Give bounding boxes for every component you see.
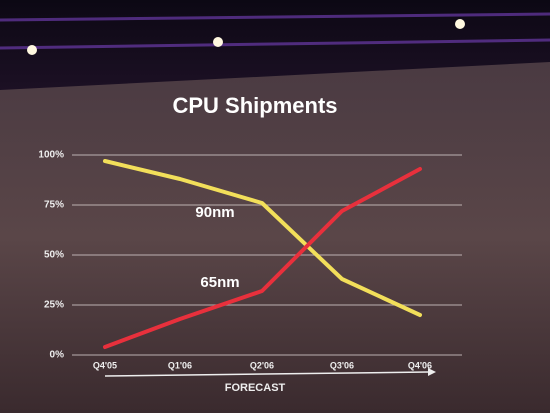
- y-tick-label: 25%: [44, 300, 64, 311]
- x-tick-label: Q1'06: [168, 360, 192, 370]
- x-tick-label: Q3'06: [330, 360, 354, 370]
- slide: [0, 62, 550, 413]
- forecast-arrowhead: [428, 368, 436, 376]
- truss: [0, 12, 550, 50]
- forecast-arrow: [104, 371, 429, 377]
- x-tick-label: Q4'06: [408, 360, 432, 370]
- y-tick-label: 100%: [38, 150, 64, 161]
- chart-title: CPU Shipments: [172, 93, 337, 118]
- plot: 0% 25% 50% 75% 100% Q4'05 Q1'06 Q2'06 Q3'06 Q4'06…: [38, 150, 462, 370]
- series-label: 90nm: [195, 204, 234, 221]
- y-tick-label: 75%: [44, 200, 64, 211]
- y-tick-label: 50%: [44, 250, 64, 261]
- stage-lights: [27, 19, 465, 55]
- series-line: [103, 159, 422, 317]
- y-tick-label: 0%: [50, 350, 65, 361]
- series-line: [103, 167, 422, 349]
- x-tick-label: Q4'05: [93, 360, 117, 370]
- series-label: 65nm: [200, 274, 239, 291]
- x-tick-label: Q2'06: [250, 360, 274, 370]
- annotation: FORECAST: [225, 382, 286, 394]
